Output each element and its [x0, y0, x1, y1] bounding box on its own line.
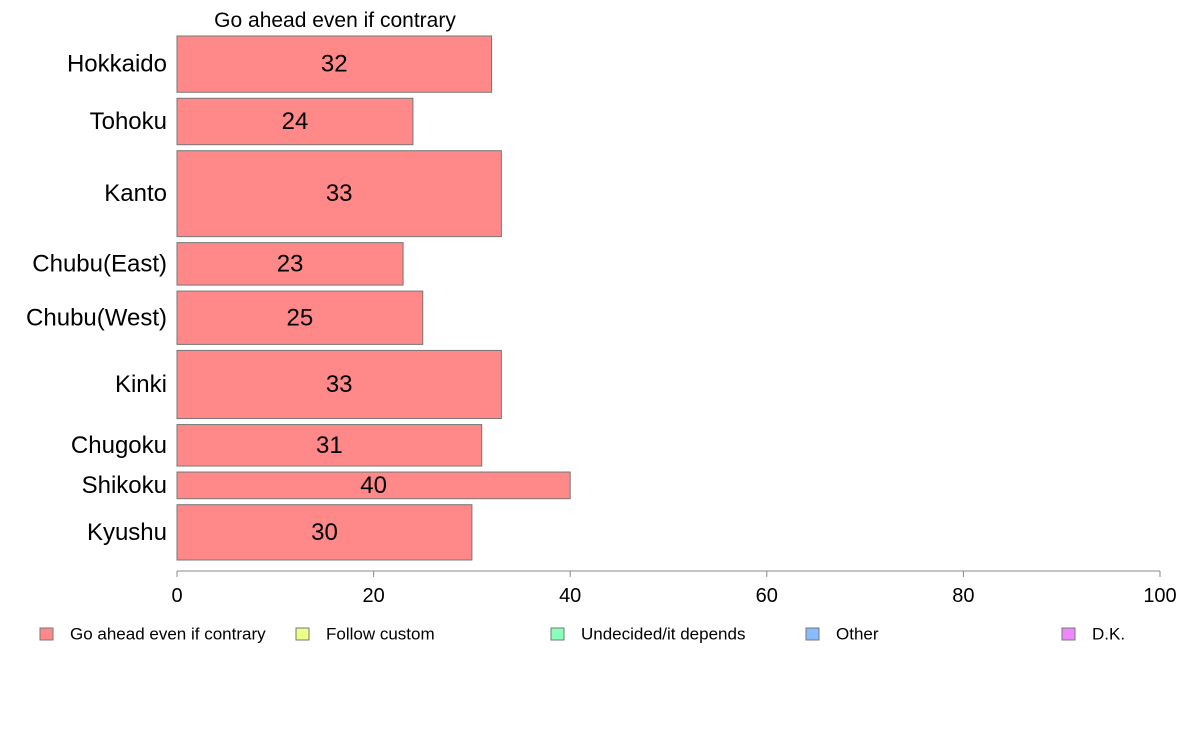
category-label: Kyushu	[87, 519, 167, 546]
bar	[176, 242, 404, 286]
category-label: Chugoku	[71, 432, 167, 459]
legend: Go ahead even if contrary Follow custom Un…	[39, 625, 1125, 644]
category-label: Chubu(East)	[32, 250, 167, 277]
x-tick-label: 0	[171, 585, 182, 607]
legend-swatch	[295, 627, 310, 641]
category-label: Kanto	[104, 180, 167, 207]
x-tick-label: 100	[1143, 585, 1176, 607]
legend-label: Go ahead even if contrary	[70, 625, 266, 644]
category-label: Shikoku	[82, 472, 167, 499]
category-label: Kinki	[115, 371, 167, 398]
bar-data-label: 24	[282, 108, 309, 135]
legend-swatch	[1061, 627, 1076, 641]
bar-data-label: 40	[360, 472, 387, 499]
bar	[176, 504, 473, 561]
bar-data-label: 25	[287, 304, 314, 331]
legend-label: D.K.	[1092, 625, 1125, 644]
x-tick-label: 40	[559, 585, 581, 607]
bar-data-label: 32	[321, 51, 348, 78]
legend-swatch	[39, 627, 54, 641]
bar-data-label: 23	[277, 250, 304, 277]
bar	[176, 97, 414, 146]
category-label: Tohoku	[90, 108, 167, 135]
bar	[176, 349, 502, 420]
bar-data-label: 31	[316, 432, 343, 459]
bar	[176, 471, 571, 500]
category-labels: Hokkaido Tohoku Kanto Chubu(East) Chubu(West…	[26, 51, 167, 546]
legend-label: Other	[836, 625, 879, 644]
bar-data-label: 30	[311, 519, 338, 546]
bar	[176, 424, 483, 467]
bar	[176, 150, 502, 238]
x-tick-label: 60	[756, 585, 778, 607]
category-label: Hokkaido	[67, 51, 167, 78]
bars-layer: 32 24 33 23 25 33 31 40 30	[176, 35, 571, 561]
legend-label: Undecided/it depends	[581, 625, 745, 644]
bar	[176, 35, 493, 93]
legend-swatch	[805, 627, 820, 641]
chart-title: Go ahead even if contrary	[214, 9, 456, 32]
legend-swatch	[550, 627, 565, 641]
bar-data-label: 33	[326, 180, 353, 207]
category-label: Chubu(West)	[26, 304, 167, 331]
x-tick-label: 20	[362, 585, 384, 607]
x-tick-label: 80	[952, 585, 974, 607]
legend-label: Follow custom	[326, 625, 435, 644]
x-axis: 0 20 40 60 80 100	[171, 570, 1177, 607]
bar	[176, 290, 424, 345]
bar-data-label: 33	[326, 371, 353, 398]
